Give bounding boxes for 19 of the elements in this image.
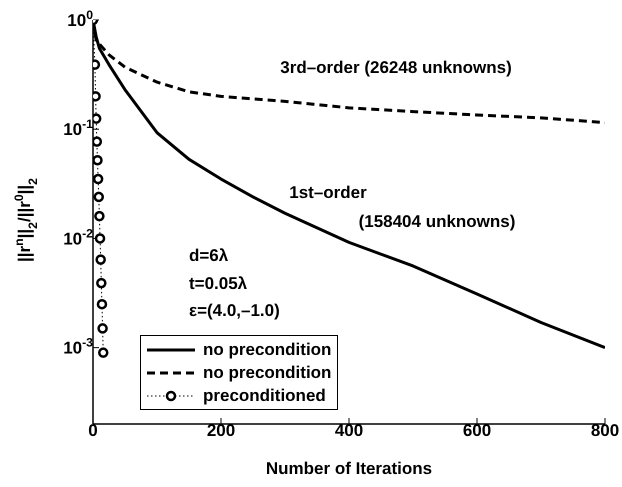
y-tick-label: 10$^{-2}$ [63, 226, 94, 248]
x-axis-title: Number of Iterations [266, 459, 432, 478]
annotation: 1st–order [289, 183, 368, 202]
legend-label: no precondition [203, 340, 332, 360]
annotation: (158404 unknowns) [358, 212, 516, 231]
legend-label: no precondition [203, 362, 332, 382]
x-tick-label: 600 [462, 421, 492, 440]
y-tick-label: 10$^{0}$ [67, 8, 94, 30]
annotation: 3rd–order (26248 unknowns) [280, 58, 512, 77]
annotation: d=6λ [189, 246, 229, 265]
annotation: t=0.05λ [189, 274, 248, 293]
y-tick-label: 10$^{-3}$ [63, 336, 94, 358]
x-tick-label: 0 [88, 421, 98, 440]
legend-label: preconditioned [203, 386, 326, 406]
y-tick-label: 10$^{-1}$ [63, 117, 94, 140]
annotation: ε=(4.0,–1.0) [189, 301, 280, 320]
x-tick-label: 200 [206, 421, 236, 440]
x-tick-label: 800 [590, 421, 620, 440]
x-tick-label: 400 [334, 421, 364, 440]
